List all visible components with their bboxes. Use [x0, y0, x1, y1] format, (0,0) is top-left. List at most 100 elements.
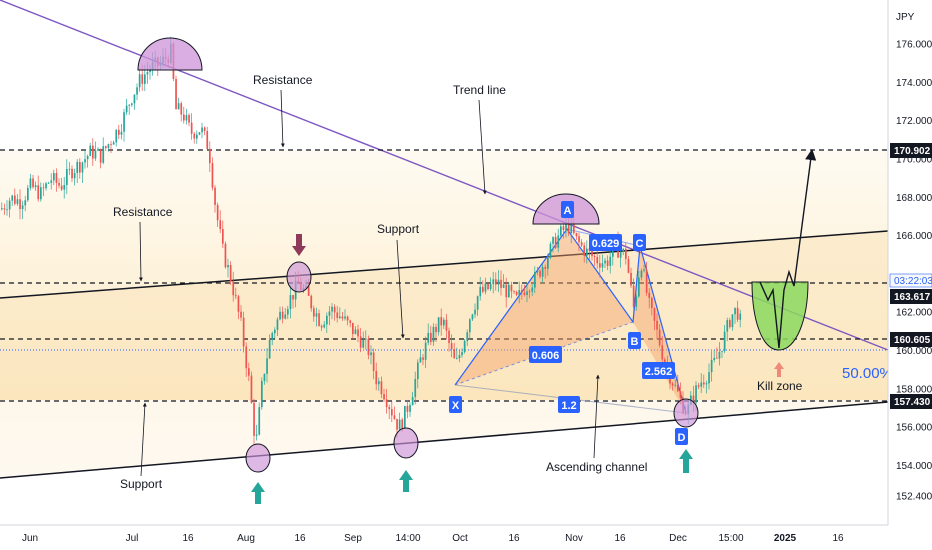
candle-body [573, 223, 575, 234]
candle-body [401, 419, 404, 429]
candle-body [404, 405, 406, 429]
svg-text:A: A [564, 205, 572, 217]
candle-body [393, 415, 396, 419]
candle-body [367, 338, 370, 356]
time-tick-12: 15:00 [718, 533, 743, 544]
candle-body [656, 320, 658, 330]
candle-body [526, 291, 528, 296]
level-tag-170902: 170.902 [890, 143, 932, 158]
ascending-channel-fill [0, 230, 888, 478]
candle-body [60, 185, 63, 190]
candle-body [125, 105, 128, 113]
candle-body [310, 295, 313, 309]
candle-body [268, 340, 271, 359]
candle-body [536, 270, 539, 273]
candle-body [287, 309, 289, 315]
candle-body [183, 114, 185, 121]
candle-body [313, 308, 315, 317]
candle-body [209, 148, 211, 164]
candle-body [102, 146, 105, 163]
candle-body [323, 324, 326, 328]
candle-body [97, 148, 99, 151]
candle-body [417, 362, 419, 380]
time-tick-7: Oct [452, 533, 468, 544]
candle-body [703, 382, 705, 385]
candle-body [521, 290, 523, 293]
candle-body [346, 316, 349, 321]
candle-body [68, 168, 71, 170]
candle-body [224, 243, 227, 268]
up-arrow-dec [679, 449, 693, 473]
candle-body [440, 317, 443, 326]
candle-body [344, 316, 346, 319]
time-tick-1: Jul [126, 533, 139, 544]
candle-body [697, 385, 700, 387]
candle-body [695, 385, 697, 403]
time-tick-10: 16 [614, 533, 626, 544]
kill-zone-blob [751, 281, 809, 351]
candle-body [500, 279, 502, 288]
price-tick-1: 174.000 [896, 78, 932, 89]
pointer-trend-line [478, 99, 487, 195]
candle-body [227, 264, 229, 268]
candle-body [16, 199, 19, 204]
candle-body [341, 316, 344, 319]
candle-body [99, 148, 102, 163]
candle-body [89, 145, 92, 156]
candle-body [596, 257, 599, 264]
pointer-support-mid [396, 239, 405, 339]
candle-body [240, 311, 242, 318]
candle-body [562, 226, 565, 231]
candle-body [58, 182, 60, 186]
candle-body [336, 312, 339, 319]
candle-body [185, 115, 188, 121]
candle-body [578, 236, 580, 243]
candle-body [606, 260, 609, 266]
candle-body [71, 168, 73, 179]
candle-body [723, 331, 726, 352]
candle-body [471, 314, 474, 320]
candle-body [463, 340, 466, 353]
candle-body [476, 296, 479, 310]
candle-body [315, 313, 318, 317]
fib-ratio-0606: 0.606 [529, 346, 562, 363]
candle-body [24, 200, 27, 206]
candle-body [518, 290, 521, 295]
candle-body [242, 317, 245, 347]
svg-text:170.902: 170.902 [894, 146, 931, 157]
candle-body [266, 358, 268, 374]
candle-body [180, 103, 183, 115]
candle-body [448, 330, 450, 344]
svg-text:2.562: 2.562 [645, 366, 673, 378]
candle-body [396, 418, 398, 430]
candle-body [705, 383, 708, 385]
candle-body [557, 235, 560, 248]
candle-body [63, 185, 66, 190]
candle-body [50, 180, 53, 183]
candle-body [648, 292, 651, 298]
candle-body [718, 351, 721, 359]
candle-body [619, 251, 622, 258]
candle-body [492, 279, 495, 285]
level-tag-157430: 157.430 [890, 394, 932, 409]
annotation-kill-zone: Kill zone [757, 379, 803, 393]
time-tick-9: Nov [565, 533, 583, 544]
candle-body [414, 379, 417, 398]
fib-ratio-2562: 2.562 [642, 362, 675, 379]
candle-body [487, 283, 489, 290]
svg-text:D: D [678, 432, 686, 444]
price-tick-6: 162.000 [896, 308, 932, 319]
price-tick-11: 152.400 [896, 492, 932, 503]
candle-body [175, 78, 177, 110]
candle-body [583, 245, 586, 256]
time-axis[interactable] [0, 525, 888, 550]
candle-body [219, 220, 222, 230]
candle-body [32, 178, 34, 188]
svg-text:X: X [452, 400, 460, 412]
candle-body [19, 199, 21, 210]
candle-body [235, 295, 237, 297]
candle-body [222, 229, 224, 244]
candle-body [671, 383, 674, 386]
candle-body [549, 243, 552, 258]
